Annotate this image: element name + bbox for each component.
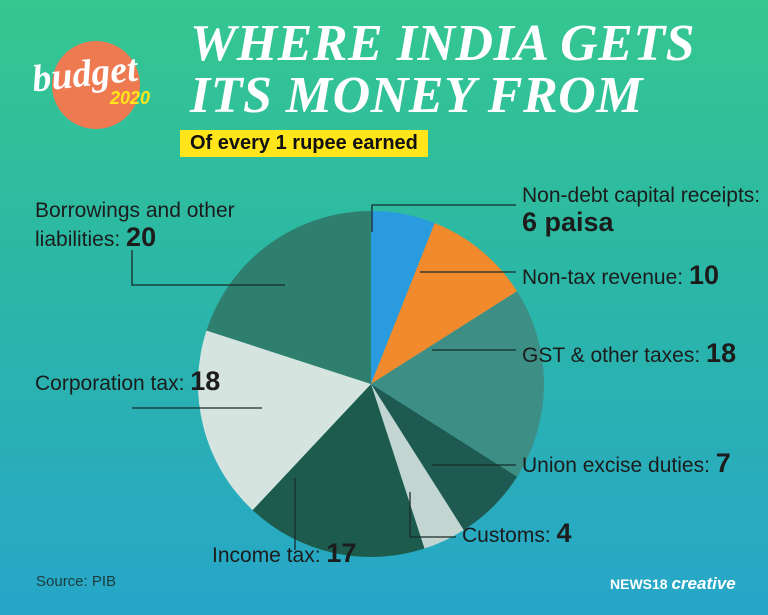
slice-name: Borrowings and other liabilities: <box>35 199 235 251</box>
title-line: ITS MONEY FROM <box>190 67 643 124</box>
slice-label: Corporation tax: 18 <box>35 368 235 397</box>
credit-label: creative <box>671 574 736 593</box>
leader-line <box>131 250 285 286</box>
slice-value: 4 <box>556 518 572 548</box>
chart-title: WHERE INDIA GETS ITS MONEY FROM <box>190 18 695 122</box>
pie-slice <box>206 211 371 384</box>
slice-name: Income tax: <box>212 544 321 567</box>
slice-name: Union excise duties: <box>522 454 710 477</box>
slice-label: Non-tax revenue: 10 <box>522 262 752 291</box>
title-line: WHERE INDIA GETS <box>190 15 696 72</box>
pie-slice <box>371 384 518 531</box>
slice-label: Borrowings and other liabilities: 20 <box>35 198 275 253</box>
slice-name: Non-debt capital receipts: <box>522 184 761 207</box>
leader-line <box>409 492 456 538</box>
slice-value: 17 <box>326 538 357 568</box>
slice-label: Union excise duties: 7 <box>522 450 752 479</box>
slice-label: Non-debt capital receipts: 6 paisa <box>522 183 762 238</box>
logo-year: 2020 <box>110 88 151 108</box>
slice-name: Customs: <box>462 524 551 547</box>
credit-brand: NEWS18 <box>610 576 668 592</box>
slice-value: 18 <box>706 338 737 368</box>
slice-value: 18 <box>190 366 221 396</box>
credit: NEWS18 creative <box>610 574 736 594</box>
source: Source: PIB <box>36 573 117 590</box>
slice-name: GST & other taxes: <box>522 344 701 367</box>
slice-name: Corporation tax: <box>35 372 185 395</box>
leader-line <box>371 204 516 232</box>
pie-slice <box>371 291 544 477</box>
slice-name: Non-tax revenue: <box>522 266 684 289</box>
slice-label: Income tax: 17 <box>212 540 432 569</box>
logo-badge <box>52 41 140 129</box>
slice-value: 10 <box>688 260 719 290</box>
slice-value: 20 <box>126 222 157 252</box>
slice-label: Customs: 4 <box>462 520 722 549</box>
slice-label: GST & other taxes: 18 <box>522 340 752 369</box>
pie-slice <box>371 211 435 384</box>
slice-value: 6 paisa <box>522 207 614 237</box>
subtitle: Of every 1 rupee earned <box>180 130 428 157</box>
pie-slice <box>198 330 371 511</box>
pie-slice <box>371 223 518 384</box>
slice-value: 7 <box>715 448 731 478</box>
pie-slice <box>371 384 464 549</box>
